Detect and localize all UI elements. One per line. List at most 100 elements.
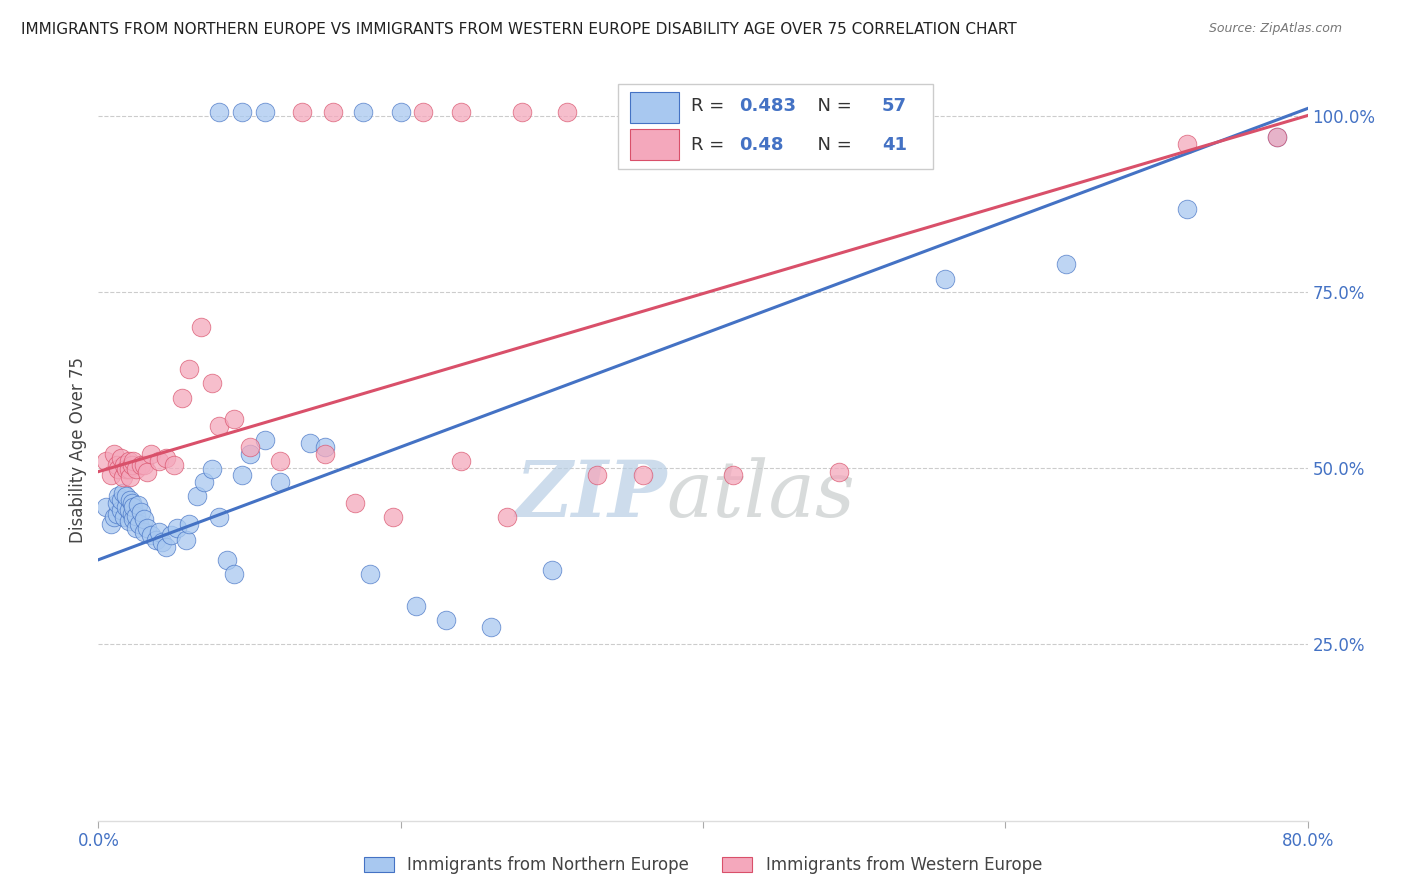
Point xyxy=(828,465,851,479)
Point xyxy=(269,475,291,490)
Point xyxy=(510,105,533,120)
Point xyxy=(239,440,262,454)
Legend: Immigrants from Northern Europe, Immigrants from Western Europe: Immigrants from Northern Europe, Immigra… xyxy=(359,851,1047,880)
Point xyxy=(94,500,117,514)
Point xyxy=(132,524,155,539)
Point xyxy=(170,391,193,405)
Point xyxy=(1267,129,1289,144)
Text: 57: 57 xyxy=(882,97,907,115)
Point xyxy=(723,468,745,483)
Point xyxy=(155,540,177,554)
Point xyxy=(107,462,129,476)
Text: IMMIGRANTS FROM NORTHERN EUROPE VS IMMIGRANTS FROM WESTERN EUROPE DISABILITY AGE: IMMIGRANTS FROM NORTHERN EUROPE VS IMMIG… xyxy=(21,22,1017,37)
Point xyxy=(114,462,136,476)
Point xyxy=(107,489,129,503)
Point xyxy=(434,613,457,627)
Point xyxy=(128,517,150,532)
Point xyxy=(105,507,128,521)
Point xyxy=(586,468,609,483)
Text: Source: ZipAtlas.com: Source: ZipAtlas.com xyxy=(1209,22,1343,36)
Point xyxy=(114,500,136,514)
Point xyxy=(163,458,186,472)
Point xyxy=(105,458,128,472)
Point xyxy=(103,510,125,524)
Point xyxy=(125,521,148,535)
Point xyxy=(125,509,148,524)
Point xyxy=(253,433,276,447)
Point xyxy=(132,512,155,526)
Point xyxy=(389,105,412,120)
Point xyxy=(239,447,262,461)
Point xyxy=(120,492,142,507)
Point xyxy=(540,563,562,577)
Point xyxy=(100,468,122,483)
Point xyxy=(112,510,135,524)
Point xyxy=(215,553,238,567)
Point xyxy=(120,469,142,483)
Point xyxy=(141,447,163,461)
Point xyxy=(155,450,177,465)
Point xyxy=(132,458,155,472)
FancyBboxPatch shape xyxy=(619,84,932,169)
Point xyxy=(193,475,215,490)
Point xyxy=(555,105,578,120)
Point xyxy=(125,462,148,476)
Bar xyxy=(630,129,679,161)
Point xyxy=(118,514,141,528)
Point xyxy=(495,510,517,524)
Point xyxy=(110,492,132,507)
Point xyxy=(105,496,128,510)
Point xyxy=(122,512,145,526)
Text: ZIP: ZIP xyxy=(515,457,666,533)
Point xyxy=(166,521,188,535)
Point xyxy=(360,566,382,581)
Point xyxy=(291,105,314,120)
Point xyxy=(135,465,157,479)
Text: N =: N = xyxy=(806,136,858,153)
Point xyxy=(1175,202,1198,216)
Point xyxy=(1267,129,1289,144)
Point xyxy=(150,535,173,549)
Point xyxy=(141,528,163,542)
Point xyxy=(208,418,231,433)
Text: R =: R = xyxy=(690,136,730,153)
Point xyxy=(208,510,231,524)
Point xyxy=(129,505,152,519)
Point xyxy=(405,599,427,613)
Point xyxy=(148,454,170,468)
Point xyxy=(314,447,336,461)
Point xyxy=(1175,136,1198,151)
Point xyxy=(145,533,167,547)
Point xyxy=(127,498,149,512)
Point xyxy=(1054,257,1077,271)
Point xyxy=(179,362,201,376)
Point xyxy=(299,436,322,450)
Bar xyxy=(630,92,679,123)
Point xyxy=(253,105,276,120)
Point xyxy=(224,566,246,581)
Point xyxy=(112,458,135,472)
Point xyxy=(412,105,434,120)
Y-axis label: Disability Age Over 75: Disability Age Over 75 xyxy=(69,358,87,543)
Point xyxy=(481,620,503,634)
Point xyxy=(148,524,170,539)
Point xyxy=(111,469,134,483)
Point xyxy=(174,533,197,547)
Point xyxy=(118,454,141,468)
Point xyxy=(160,528,183,542)
Point xyxy=(631,468,654,483)
Point xyxy=(118,462,141,476)
Point xyxy=(231,468,253,483)
Point xyxy=(322,105,344,120)
Point xyxy=(450,105,472,120)
Point xyxy=(129,458,152,472)
Point xyxy=(231,105,253,120)
Point xyxy=(122,500,145,514)
Text: R =: R = xyxy=(690,97,730,115)
Point xyxy=(186,489,208,503)
Text: 0.483: 0.483 xyxy=(740,97,796,115)
Point xyxy=(121,507,143,521)
Point xyxy=(118,503,141,517)
Point xyxy=(201,462,224,476)
Point xyxy=(450,454,472,468)
